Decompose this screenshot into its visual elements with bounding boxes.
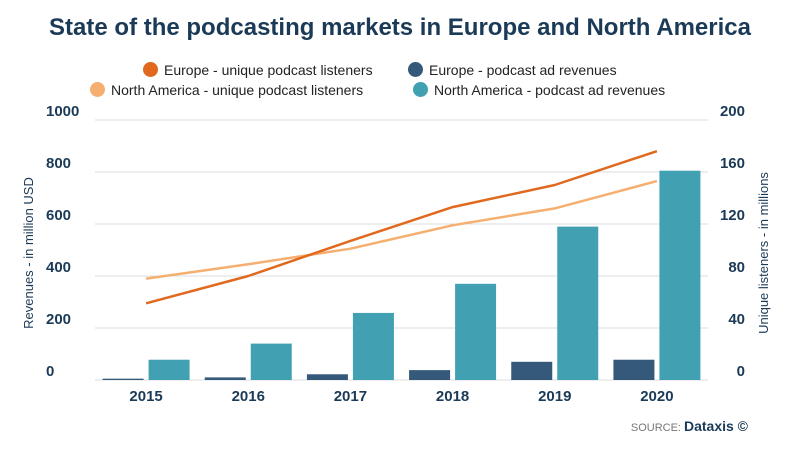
right-tick-label: 120 — [720, 207, 745, 224]
bar-na-revenue — [659, 170, 701, 380]
bar-na-revenue — [148, 359, 190, 380]
bar-na-revenue — [250, 343, 292, 380]
source-note: SOURCE: Dataxis © — [631, 418, 748, 434]
legend-na-revenues: North America - podcast ad revenues — [413, 82, 665, 98]
right-tick-label: 160 — [720, 155, 745, 172]
legend-marker — [90, 82, 105, 97]
bar-na-revenue — [557, 226, 599, 380]
x-tick-label: 2017 — [334, 388, 367, 405]
left-tick-label: 0 — [46, 363, 54, 380]
legend-europe-revenues: Europe - podcast ad revenues — [408, 62, 617, 78]
bars — [102, 170, 701, 380]
legend-label: Europe - podcast ad revenues — [429, 62, 617, 78]
right-tick-label: 0 — [737, 363, 745, 380]
bar-europe-revenue — [613, 359, 655, 380]
legend-label: North America - unique podcast listeners — [111, 82, 364, 98]
x-tick-label: 2016 — [232, 388, 265, 405]
right-tick-label: 80 — [728, 259, 745, 276]
legend-europe-listeners: Europe - unique podcast listeners — [143, 62, 373, 78]
right-tick-label: 200 — [720, 103, 745, 120]
right-axis-label: Unique listeners - in millions — [756, 172, 771, 334]
right-tick-label: 40 — [728, 311, 745, 328]
legend-label: North America - podcast ad revenues — [434, 82, 666, 98]
left-tick-label: 600 — [46, 207, 71, 224]
bar-europe-revenue — [511, 361, 553, 380]
line-na-listeners — [145, 179, 658, 280]
bar-europe-revenue — [306, 374, 348, 380]
bar-na-revenue — [352, 312, 394, 380]
left-tick-label: 400 — [46, 259, 71, 276]
left-tick-label: 1000 — [46, 103, 79, 120]
left-tick-label: 800 — [46, 155, 71, 172]
chart-title: State of the podcasting markets in Europ… — [49, 14, 751, 41]
line-europe-listeners — [145, 150, 658, 305]
ticks: 0 0 200 40 400 80 600 120 800 160 1000 200 2015 2016 2… — [46, 103, 745, 405]
left-axis-label: Revenues - in million USD — [21, 177, 36, 329]
legend-na-listeners: North America - unique podcast listeners — [90, 82, 363, 98]
legend-marker — [408, 62, 423, 77]
lines — [145, 150, 658, 305]
bar-europe-revenue — [204, 377, 246, 380]
x-tick-label: 2015 — [129, 388, 162, 405]
legend-marker — [413, 82, 428, 97]
left-tick-label: 200 — [46, 311, 71, 328]
x-tick-label: 2019 — [538, 388, 571, 405]
gridlines — [95, 119, 708, 381]
source-prefix: SOURCE: — [630, 422, 681, 434]
bar-europe-revenue — [102, 378, 144, 380]
legend-label: Europe - unique podcast listeners — [164, 62, 373, 78]
legend-marker — [143, 62, 158, 77]
x-tick-label: 2018 — [436, 388, 469, 405]
bar-europe-revenue — [409, 370, 451, 380]
x-tick-label: 2020 — [640, 388, 673, 405]
bar-na-revenue — [455, 283, 497, 380]
source-name: Dataxis © — [683, 418, 748, 434]
